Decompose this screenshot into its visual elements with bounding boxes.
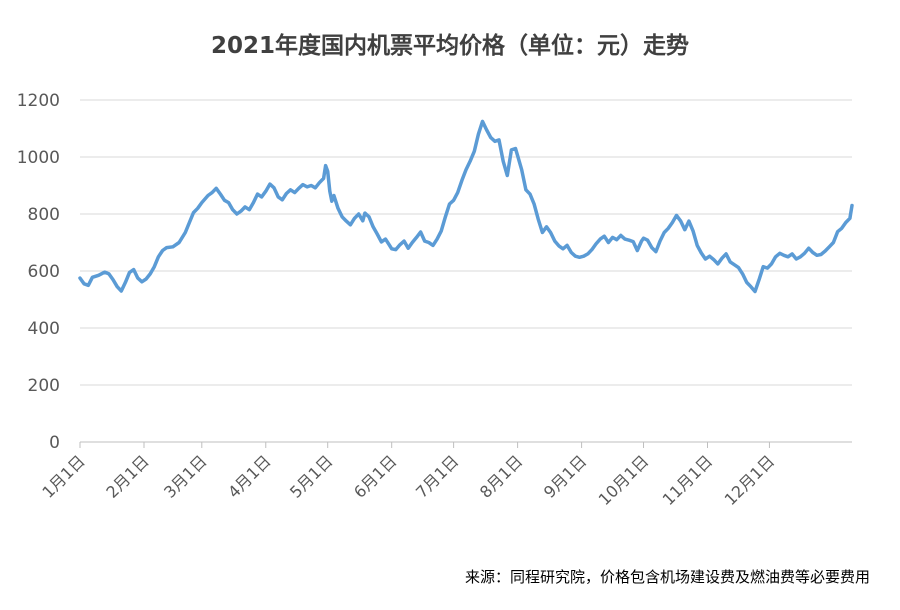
price-series-line [78,119,854,294]
x-tick-label: 4月1日 [224,451,274,501]
x-tick-label: 2月1日 [102,451,152,501]
x-tick-label: 5月1日 [286,451,336,501]
x-tick-label: 10月1日 [595,451,653,509]
chart-title: 2021年度国内机票平均价格（单位：元）走势 [210,33,689,59]
y-tick-label: 400 [28,319,60,339]
y-tick-label: 800 [28,205,60,225]
x-tick-label: 7月1日 [412,451,462,501]
x-tick-label: 1月1日 [38,451,88,501]
y-tick-label: 1200 [17,91,60,111]
x-tick-label: 11月1日 [659,451,717,509]
y-tick-label: 1000 [17,148,60,168]
x-tick-label: 6月1日 [350,451,400,501]
grid-lines [80,99,852,386]
x-tick-label: 9月1日 [540,451,590,501]
x-tick-label: 8月1日 [476,451,526,501]
x-tick-label: 3月1日 [160,451,210,501]
y-tick-label: 0 [49,433,60,453]
x-axis-ticks: 1月1日 2月1日 3月1日 4月1日 5月1日 6月1日 7月1日 8月1日 9月1日 10月1… [38,442,778,509]
y-tick-label: 600 [28,262,60,282]
source-note: 来源：同程研究院，价格包含机场建设费及燃油费等必要费用 [464,568,870,586]
y-tick-label: 200 [28,376,60,396]
x-tick-label: 12月1日 [721,451,779,509]
y-axis-ticks: 0 200 400 600 800 1000 1200 [17,91,60,453]
